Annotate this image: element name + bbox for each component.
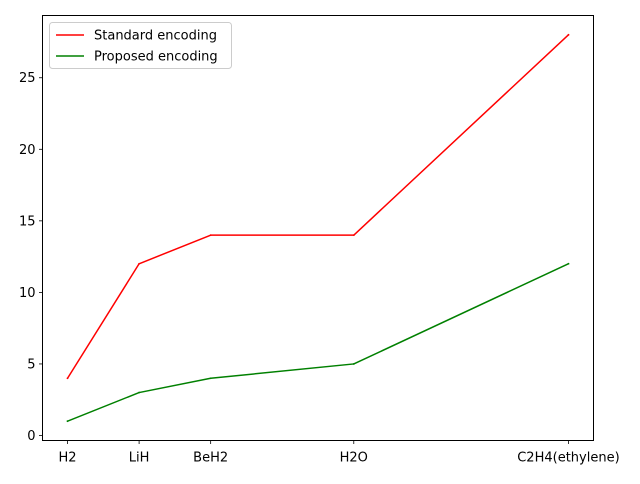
data-point bbox=[567, 262, 570, 265]
y-tick-label: 15 bbox=[19, 214, 36, 229]
x-tick-label: LiH bbox=[129, 451, 150, 466]
x-tick-label: BeH2 bbox=[193, 451, 228, 466]
x-tick-label: H2O bbox=[340, 451, 368, 466]
data-point bbox=[138, 391, 141, 394]
y-tick-label: 5 bbox=[27, 357, 35, 372]
data-point bbox=[209, 234, 212, 237]
legend-label: Proposed encoding bbox=[94, 50, 218, 65]
data-point bbox=[209, 377, 212, 380]
y-tick-label: 10 bbox=[19, 286, 36, 301]
legend-box bbox=[49, 22, 232, 69]
series-layer bbox=[66, 33, 570, 423]
y-tick-label: 0 bbox=[27, 429, 35, 444]
legend: Standard encoding Proposed encoding bbox=[49, 22, 232, 69]
series-1 bbox=[66, 33, 570, 380]
legend-label: Standard encoding bbox=[94, 29, 217, 44]
x-axis: H2 LiH BeH2 H2O C2H4(ethylene) bbox=[59, 440, 620, 466]
data-point bbox=[138, 262, 141, 265]
data-point bbox=[567, 33, 570, 36]
data-point bbox=[66, 420, 69, 423]
x-tick-label: C2H4(ethylene) bbox=[517, 451, 619, 466]
y-tick-label: 25 bbox=[19, 71, 36, 86]
data-point bbox=[352, 363, 355, 365]
data-point bbox=[66, 377, 69, 380]
legend-entry-2: Proposed encoding bbox=[56, 50, 218, 65]
plot-frame bbox=[42, 15, 594, 441]
series-2 bbox=[66, 262, 570, 423]
legend-entry-1: Standard encoding bbox=[56, 29, 217, 44]
data-point bbox=[352, 234, 355, 237]
x-tick-label: H2 bbox=[59, 451, 77, 466]
y-tick-label: 20 bbox=[19, 143, 36, 158]
y-axis: 0 5 10 15 20 25 bbox=[19, 71, 43, 444]
